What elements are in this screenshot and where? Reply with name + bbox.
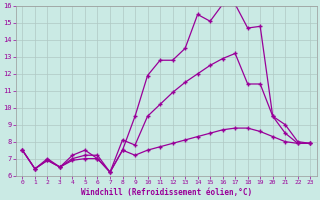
X-axis label: Windchill (Refroidissement éolien,°C): Windchill (Refroidissement éolien,°C): [81, 188, 252, 197]
